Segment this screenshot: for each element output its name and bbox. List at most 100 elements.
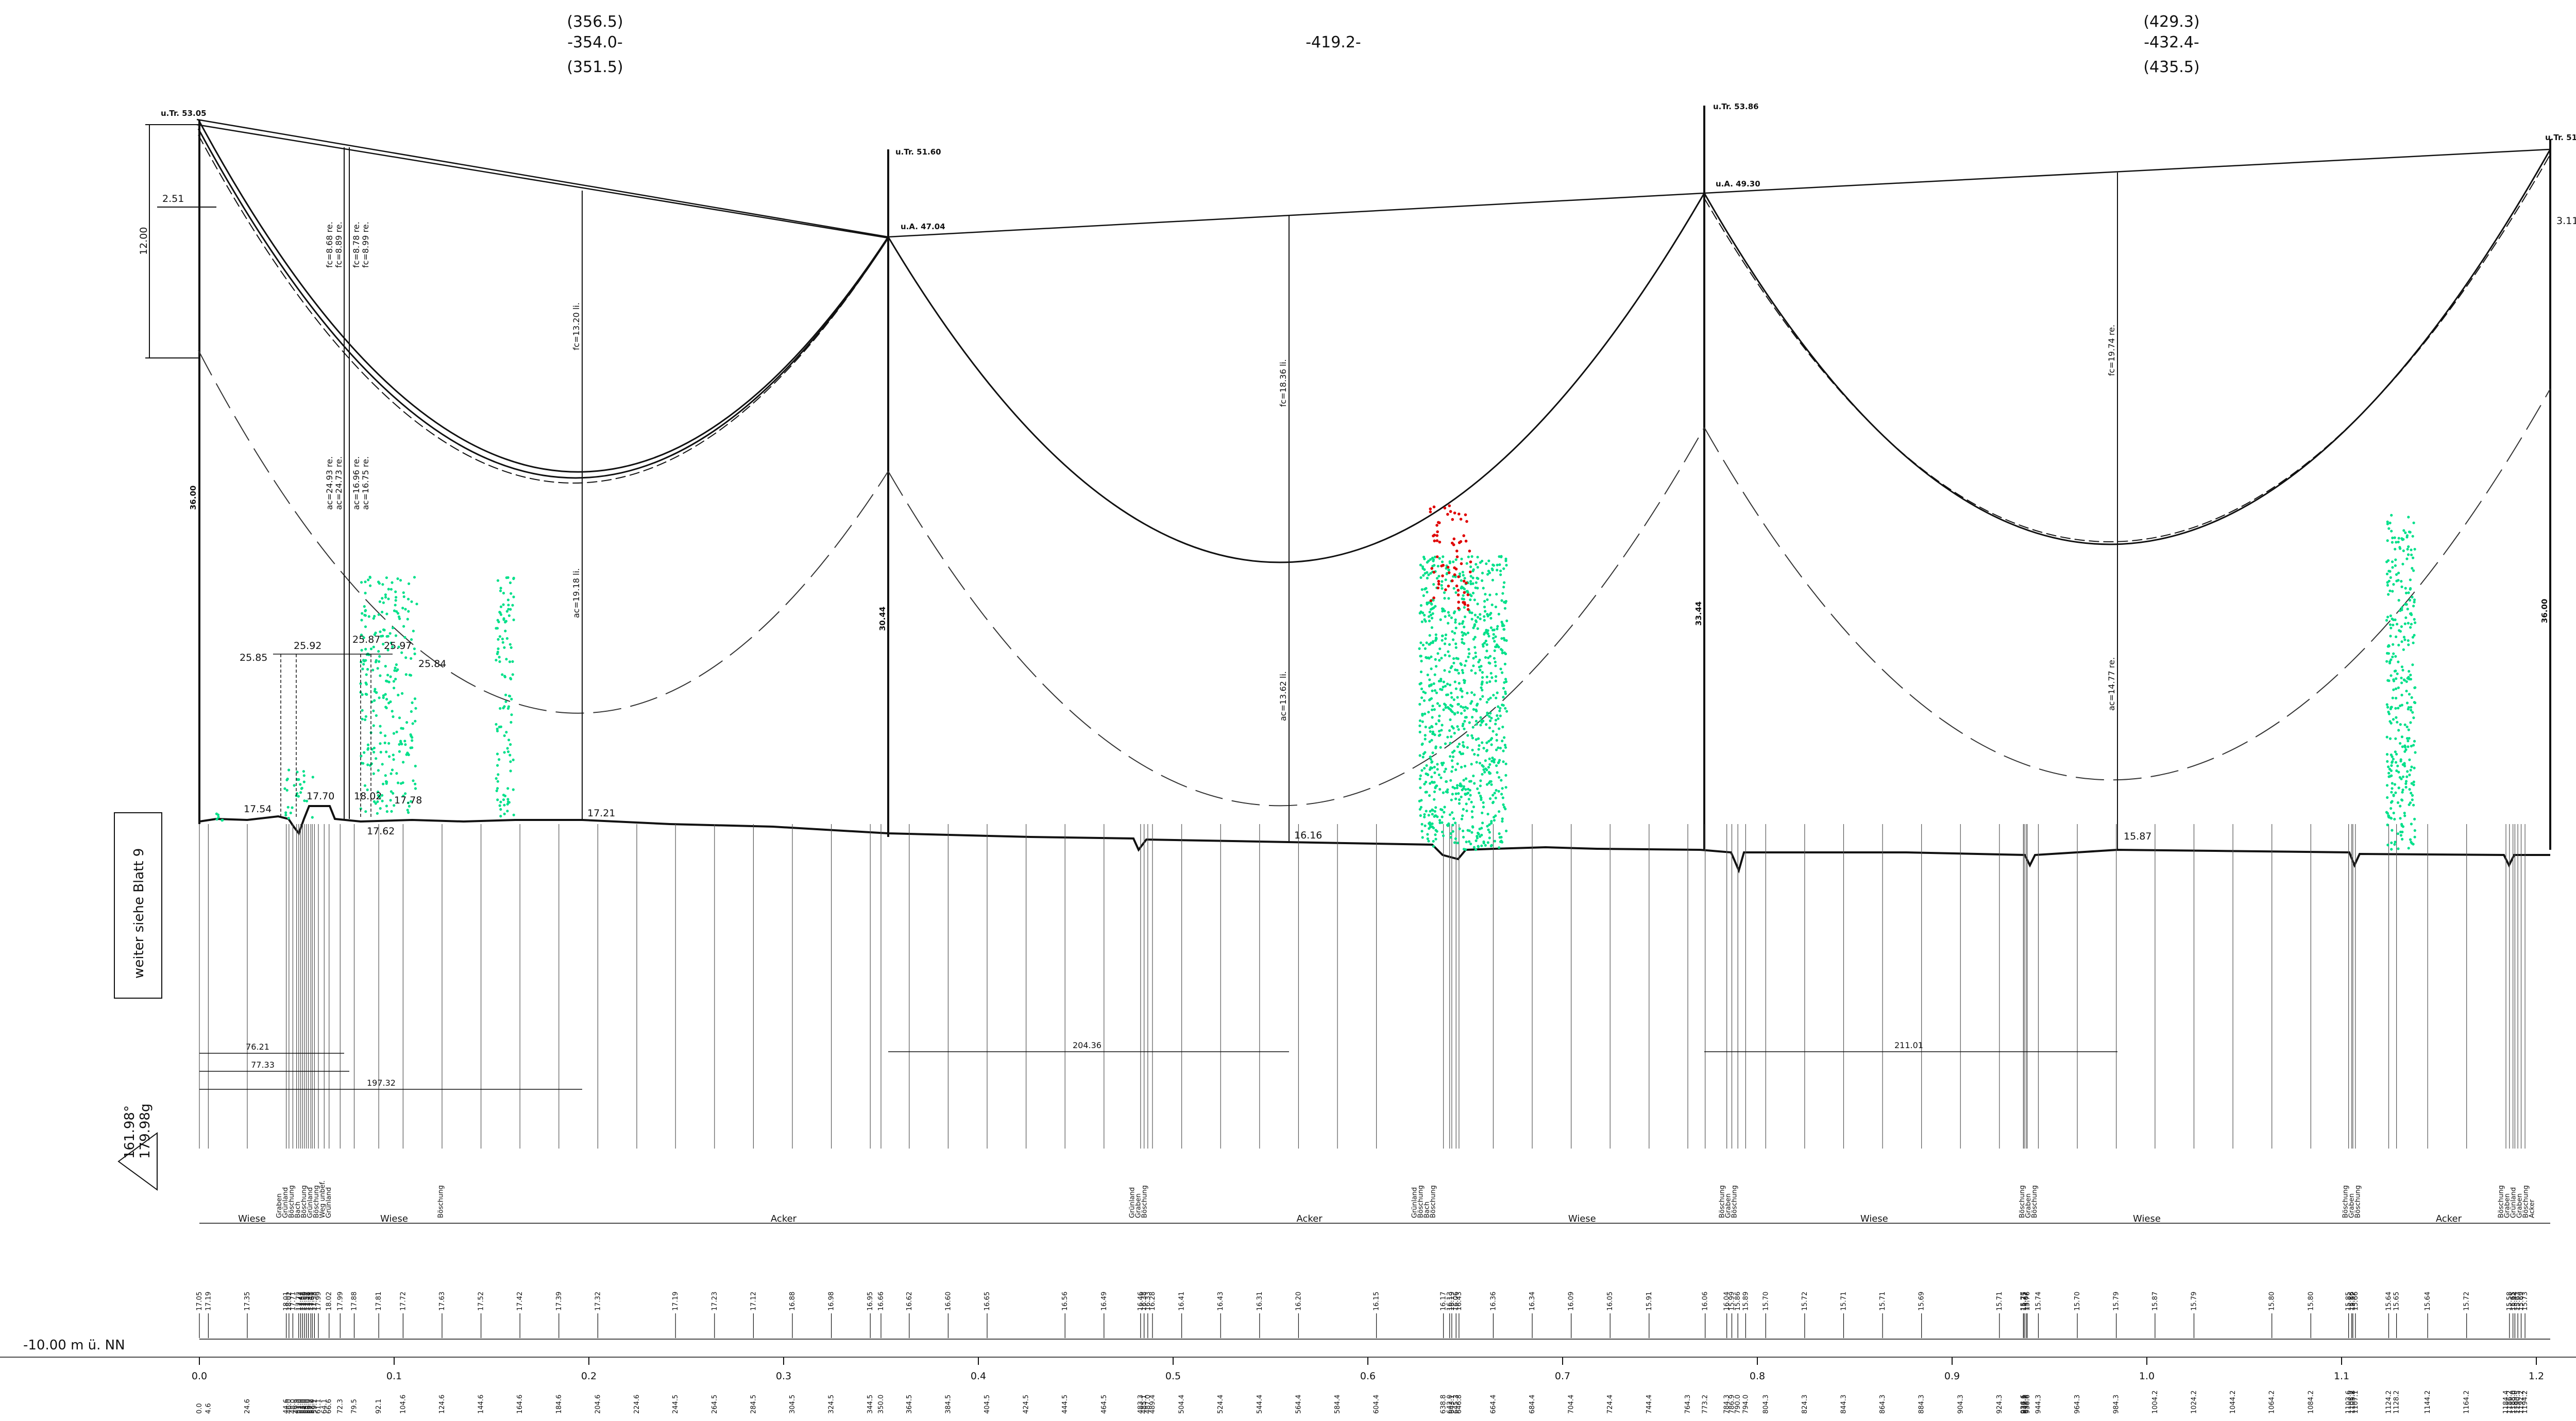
elevation-label: 15.71 xyxy=(1996,1292,2004,1311)
tower-1[interactable]: u.Tr. 53.05 36.00 xyxy=(161,109,207,824)
vegetation-point xyxy=(2393,536,2396,539)
vegetation-point xyxy=(502,618,505,621)
vegetation-point xyxy=(1450,616,1453,619)
vegetation-point xyxy=(389,772,393,775)
station-label: 664.4 xyxy=(1489,1395,1497,1414)
vegetation-point xyxy=(2403,764,2406,767)
conductor-span-1-upper xyxy=(197,119,889,473)
top-line-3 xyxy=(1704,148,2551,194)
station-label: 1024.2 xyxy=(2190,1391,2198,1414)
vegetation-point xyxy=(1435,665,1438,668)
vegetation-point xyxy=(1473,646,1477,649)
vegetation-point xyxy=(2401,799,2404,802)
vegetation-point xyxy=(1438,659,1441,662)
vegetation-point xyxy=(503,734,506,737)
vegetation-point xyxy=(1494,718,1498,722)
vegetation-point xyxy=(2401,745,2404,748)
vegetation-point xyxy=(1464,716,1467,719)
conflict-point xyxy=(1454,568,1458,571)
vegetation-point xyxy=(1486,613,1489,616)
vegetation-point xyxy=(1473,598,1476,602)
dim-offset-right: 3.11 xyxy=(2556,215,2576,227)
vegetation-point xyxy=(413,576,416,579)
vegetation-point xyxy=(1431,612,1434,615)
vegetation-point xyxy=(400,651,403,654)
vegetation-point xyxy=(397,693,400,697)
vegetation-point xyxy=(413,647,416,650)
tower-4[interactable]: u.Tr. 51.5 36.00 xyxy=(2540,133,2576,850)
top-line-2 xyxy=(888,192,1705,238)
vegetation-point xyxy=(499,587,502,590)
station-label: 790.0 xyxy=(1734,1395,1742,1414)
vegetation-point xyxy=(2404,587,2407,590)
vegetation-point xyxy=(381,610,384,613)
vegetation-point xyxy=(1485,741,1488,744)
vegetation-point xyxy=(1423,557,1426,560)
ac-b1: ac=16.96 re. xyxy=(351,456,361,510)
land-detail-label: Weg unbef. xyxy=(319,1180,327,1218)
vegetation-point xyxy=(1470,831,1473,834)
vegetation-point xyxy=(2413,835,2416,838)
vegetation-point xyxy=(1500,637,1503,640)
vegetation-point xyxy=(1452,560,1455,563)
station-label: 49.9 xyxy=(293,1399,301,1414)
vegetation-point xyxy=(2397,729,2400,732)
vegetation-point xyxy=(1481,811,1484,814)
vegetation-point xyxy=(2389,614,2392,618)
land-detail-label: Graben xyxy=(1725,1193,1733,1218)
vegetation-point xyxy=(1500,779,1503,782)
vegetation-point xyxy=(1438,821,1442,825)
vegetation-point xyxy=(1481,764,1484,767)
elevation-label: 15.91 xyxy=(1646,1292,1653,1311)
vegetation-point xyxy=(414,707,417,710)
vegetation-point xyxy=(414,787,417,790)
vegetation-point xyxy=(507,694,511,697)
vegetation-point xyxy=(2389,816,2392,819)
vegetation-point xyxy=(373,699,376,702)
vegetation-point xyxy=(2388,660,2392,663)
vegetation-point xyxy=(1420,687,1423,691)
tower-2[interactable]: u.Tr. 51.60 u.A. 47.04 30.44 xyxy=(878,147,945,837)
vegetation-point xyxy=(1489,719,1492,723)
conflict-point xyxy=(1432,534,1435,538)
vegetation-point xyxy=(1454,642,1458,645)
tower-3-label: u.Tr. 53.86 xyxy=(1713,102,1759,111)
vegetation-point xyxy=(2388,570,2392,573)
vegetation-point xyxy=(297,795,300,798)
vegetation-point xyxy=(1481,821,1484,825)
vegetation-point xyxy=(381,799,384,802)
vegetation-point xyxy=(498,635,502,638)
vegetation-point xyxy=(1424,791,1427,794)
vegetation-point xyxy=(1419,786,1422,790)
conductor-catenaries xyxy=(197,119,2551,563)
vegetation-point xyxy=(1504,601,1507,604)
vegetation-point xyxy=(363,751,366,754)
vegetation-point xyxy=(1500,621,1503,624)
d-204-36: 204.36 xyxy=(1073,1040,1101,1050)
vegetation-point xyxy=(2403,638,2406,641)
fc-b1: fc=8.78 re. xyxy=(351,221,361,268)
vegetation-point xyxy=(2412,803,2415,807)
vegetation-point xyxy=(1446,706,1449,709)
vegetation-point xyxy=(1434,806,1437,809)
span-right-mid: -432.4- xyxy=(2144,33,2199,52)
vegetation-point xyxy=(2393,817,2396,821)
vegetation-point xyxy=(379,750,382,754)
vegetation-point xyxy=(387,701,391,705)
vegetation-point xyxy=(1502,749,1505,752)
vegetation-point xyxy=(1487,570,1490,573)
station-label: 44.6 xyxy=(283,1399,291,1414)
vegetation-point xyxy=(1439,776,1443,779)
vegetation-point xyxy=(1442,834,1445,837)
vegetation-point xyxy=(1503,651,1506,654)
vegetation-point xyxy=(2396,801,2400,804)
station-label: 79.5 xyxy=(351,1399,359,1414)
sheet-reference[interactable]: weiter siehe Blatt 9 xyxy=(114,812,162,999)
tower-3[interactable]: u.Tr. 53.86 u.A. 49.30 33.44 xyxy=(1694,102,1760,850)
vegetation-point xyxy=(503,812,506,815)
conflict-point xyxy=(1435,539,1439,542)
vegetation-point xyxy=(1476,556,1479,559)
vegetation-point xyxy=(400,727,403,730)
vegetation-point xyxy=(406,597,410,601)
